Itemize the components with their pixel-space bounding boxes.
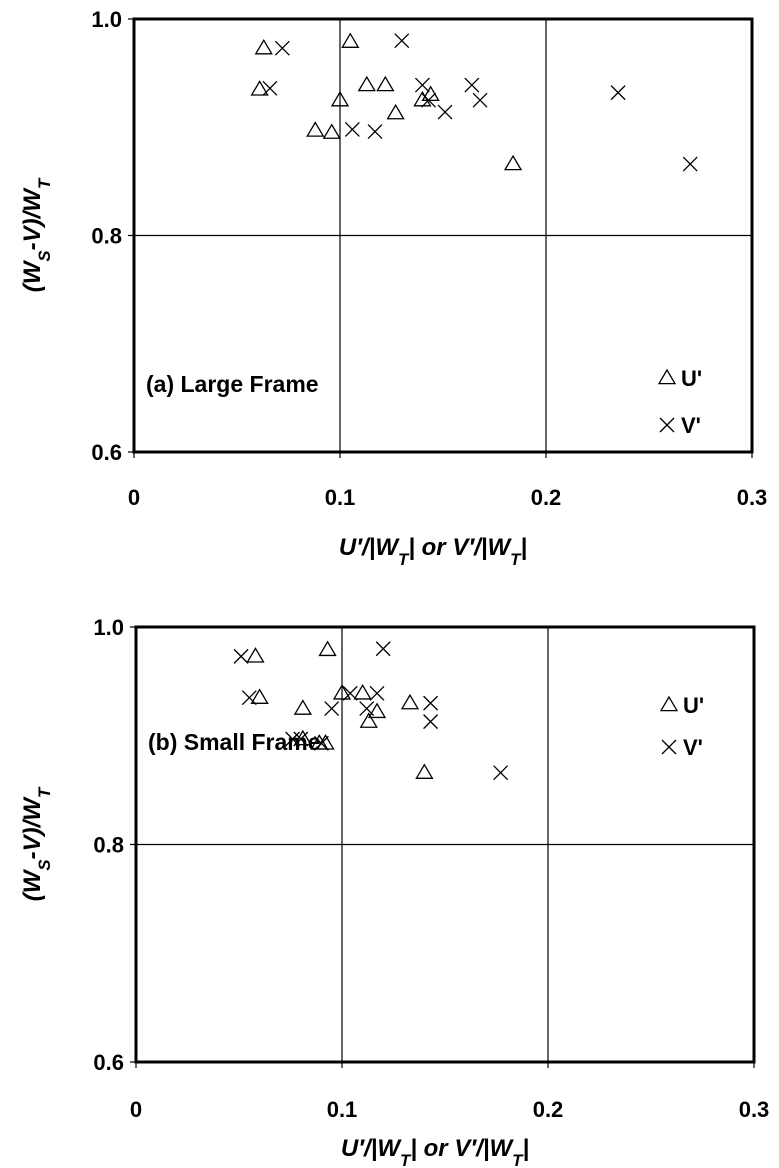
x-tick-label: 0.3 bbox=[737, 485, 768, 510]
data-point-triangle bbox=[316, 734, 335, 750]
data-point-triangle bbox=[400, 693, 420, 710]
data-point-cross bbox=[437, 104, 453, 120]
data-point-cross bbox=[285, 731, 301, 747]
data-point-cross bbox=[610, 85, 626, 101]
data-point-cross bbox=[262, 80, 278, 96]
y-tick-label: 0.6 bbox=[93, 1050, 124, 1075]
data-point-cross bbox=[375, 641, 391, 657]
data-point-triangle bbox=[359, 712, 378, 728]
plot-area-frame bbox=[134, 625, 756, 1064]
data-point-cross bbox=[359, 701, 375, 717]
data-point-triangle bbox=[246, 647, 265, 663]
data-point-cross bbox=[394, 33, 410, 49]
data-point-triangle bbox=[367, 702, 387, 719]
y-tick-label: 0.8 bbox=[93, 833, 124, 858]
x-tick-label: 0 bbox=[128, 485, 140, 510]
panel-label: (b) Small Frame bbox=[148, 729, 321, 755]
legend-label: U' bbox=[683, 693, 704, 718]
series-cross bbox=[262, 33, 698, 172]
legend: U' V' bbox=[657, 366, 702, 438]
x-tick-label: 0.2 bbox=[531, 485, 562, 510]
data-point-cross bbox=[241, 690, 257, 706]
panel-b: 0 0.1 0.2 0.3 0.6 0.8 1.0 U′/|WT| or V′/|WT| (WS… bbox=[19, 615, 769, 1168]
data-point-cross bbox=[313, 735, 329, 751]
legend-label: U' bbox=[681, 366, 702, 391]
legend-cross-icon bbox=[659, 417, 675, 433]
data-point-triangle bbox=[306, 121, 325, 137]
x-tick-label: 0.2 bbox=[533, 1097, 564, 1122]
series-triangle bbox=[250, 32, 523, 171]
x-tick-label: 0.1 bbox=[327, 1097, 358, 1122]
data-point-triangle bbox=[330, 90, 350, 107]
data-point-cross bbox=[342, 685, 358, 701]
data-point-triangle bbox=[318, 640, 337, 657]
data-point-triangle bbox=[415, 763, 434, 779]
data-point-triangle bbox=[353, 684, 372, 700]
data-point-cross bbox=[682, 156, 698, 172]
data-point-cross bbox=[472, 92, 488, 108]
data-point-cross bbox=[421, 92, 437, 108]
data-point-cross bbox=[367, 124, 383, 140]
y-tick-label: 0.6 bbox=[91, 440, 122, 465]
legend-label: V' bbox=[681, 413, 701, 438]
legend-cross-icon bbox=[661, 739, 677, 755]
plot-area-frame bbox=[132, 17, 754, 454]
panel-label: (a) Large Frame bbox=[146, 371, 319, 397]
data-point-triangle bbox=[376, 75, 395, 92]
y-tick-label: 0.8 bbox=[91, 224, 122, 249]
data-point-triangle bbox=[322, 123, 341, 139]
data-point-cross bbox=[423, 695, 439, 711]
data-point-cross bbox=[414, 77, 430, 93]
x-axis-label: U′/|WT| or V′/|WT| bbox=[339, 534, 527, 569]
data-point-triangle bbox=[357, 75, 376, 92]
data-point-cross bbox=[464, 77, 480, 93]
data-point-cross bbox=[423, 714, 439, 730]
data-point-triangle bbox=[250, 80, 269, 96]
y-axis-label: (WS-V)/WT bbox=[19, 786, 54, 901]
data-point-triangle bbox=[503, 154, 523, 171]
x-axis-label: U′/|WT| or V′/|WT| bbox=[341, 1135, 529, 1168]
panel-a: 0 0.1 0.2 0.3 0.6 0.8 1.0 U′/|WT| or V′/|WT| (WS… bbox=[19, 7, 767, 569]
legend: U' V' bbox=[659, 693, 704, 760]
series-cross bbox=[233, 641, 509, 781]
data-point-cross bbox=[293, 731, 309, 747]
data-point-cross bbox=[324, 701, 340, 717]
data-point-triangle bbox=[332, 684, 352, 700]
data-point-cross bbox=[344, 121, 360, 137]
x-tick-label: 0.1 bbox=[325, 485, 356, 510]
legend-triangle-icon bbox=[657, 368, 677, 385]
data-point-cross bbox=[369, 685, 385, 701]
data-point-triangle bbox=[293, 699, 312, 715]
data-point-triangle bbox=[341, 32, 360, 48]
legend-triangle-icon bbox=[659, 695, 679, 712]
data-point-triangle bbox=[250, 688, 269, 704]
x-tick-label: 0 bbox=[130, 1097, 142, 1122]
data-point-cross bbox=[274, 40, 290, 56]
y-tick-label: 1.0 bbox=[91, 7, 122, 32]
y-axis-label: (WS-V)/WT bbox=[19, 177, 54, 292]
legend-label: V' bbox=[683, 735, 703, 760]
data-point-triangle bbox=[386, 103, 405, 120]
data-point-cross bbox=[493, 765, 509, 781]
y-tick-label: 1.0 bbox=[93, 615, 124, 640]
series-triangle bbox=[246, 640, 434, 779]
data-point-triangle bbox=[254, 38, 273, 55]
x-tick-label: 0.3 bbox=[739, 1097, 770, 1122]
data-point-cross bbox=[233, 648, 249, 664]
